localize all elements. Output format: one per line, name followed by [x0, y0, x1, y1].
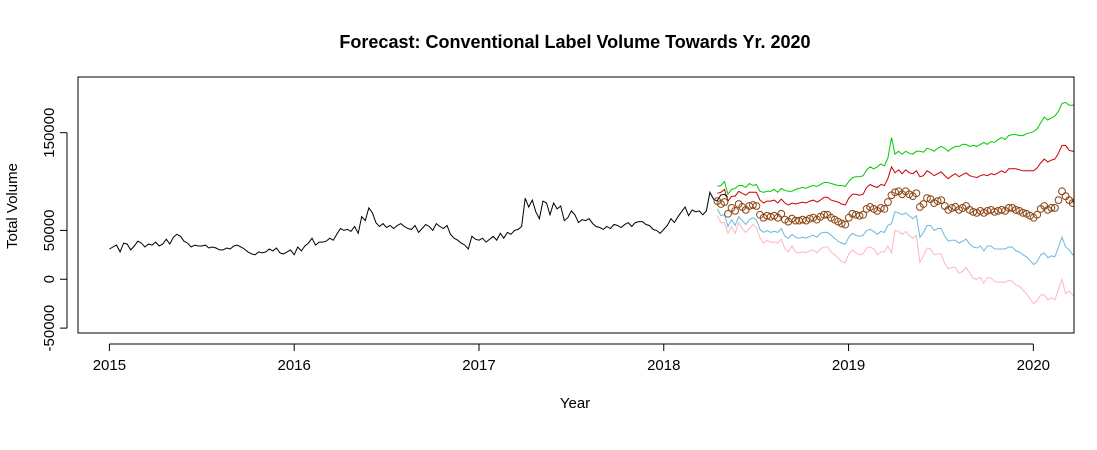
forecast-point	[912, 189, 921, 198]
forecast-point	[859, 210, 867, 219]
series-line-upper80	[717, 144, 1074, 206]
forecast-point	[1084, 189, 1091, 196]
axes: 2015 2016 2017 2018 2019 2020 -50000 0 50000 1500…	[41, 108, 1050, 374]
forecast-point	[990, 207, 999, 216]
x-axis-label: Year	[560, 395, 590, 412]
x-tick-label: 2016	[278, 357, 311, 374]
forecast-point	[1011, 205, 1020, 214]
forecast-point	[1054, 196, 1063, 205]
forecast-point	[1072, 197, 1074, 205]
forecast-point	[1033, 210, 1042, 219]
forecast-point	[876, 204, 885, 212]
forecast-point	[1076, 194, 1083, 201]
forecast-point	[855, 211, 864, 220]
forecast-point	[1080, 172, 1087, 179]
forecast-point	[752, 202, 761, 210]
plot-area	[109, 101, 1097, 305]
plot-frame	[77, 76, 1075, 334]
forecast-point	[1087, 183, 1094, 190]
forecast-point	[724, 209, 732, 218]
y-tick-label: 0	[41, 275, 58, 283]
forecast-point	[933, 197, 942, 205]
forecast-point	[947, 204, 956, 212]
x-tick-label: 2017	[462, 357, 495, 374]
series-line-upper95	[717, 101, 1074, 196]
forecast-point	[923, 194, 931, 203]
forecast-point	[1047, 204, 1056, 212]
forecast-point	[1091, 178, 1097, 185]
plot-marks	[109, 101, 1097, 305]
forecast-point	[720, 198, 729, 206]
series-line-lower80	[716, 208, 1074, 266]
forecast-point	[1058, 187, 1066, 196]
forecast-point	[837, 219, 846, 228]
forecast-point	[937, 196, 946, 205]
y-tick-label: 150000	[41, 108, 58, 158]
forecast-point	[841, 220, 850, 229]
y-axis-label: Total Volume	[4, 163, 21, 249]
forecast-point	[731, 206, 740, 215]
forecast-point	[1051, 204, 1059, 212]
forecast-point	[1019, 208, 1027, 217]
forecast-point	[748, 201, 757, 209]
x-tick-label: 2019	[832, 357, 865, 374]
series-line-history	[109, 190, 729, 256]
forecast-point	[919, 200, 928, 208]
forecast-point	[1004, 204, 1013, 212]
forecast-point	[777, 209, 786, 218]
y-tick-label: -50000	[41, 305, 58, 352]
forecast-point	[884, 198, 892, 206]
forecast-point	[880, 205, 889, 213]
x-tick-label: 2020	[1017, 357, 1050, 374]
forecast-point	[848, 209, 857, 218]
x-tick-label: 2015	[93, 357, 126, 374]
forecast-point	[820, 210, 828, 219]
forecast-point	[891, 188, 899, 197]
chart-title: Forecast: Conventional Label Volume Towa…	[339, 32, 810, 52]
x-tick-label: 2018	[647, 357, 680, 374]
forecast-point	[997, 205, 1006, 214]
series-line-lower95	[716, 215, 1074, 305]
y-tick-label: 50000	[41, 210, 58, 252]
